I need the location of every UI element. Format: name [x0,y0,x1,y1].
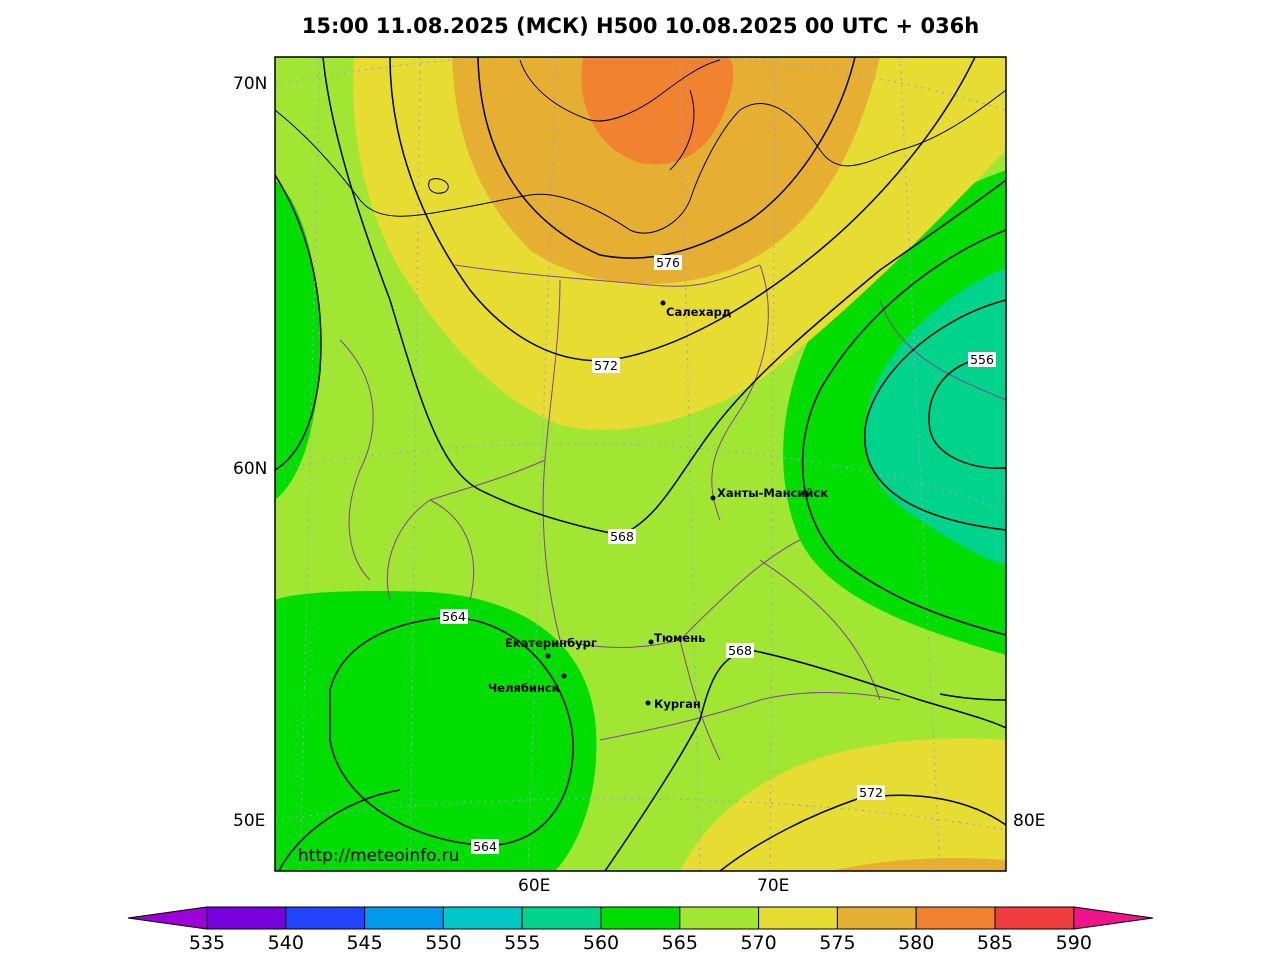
colorbar-tick-label: 540 [268,932,304,954]
colorbar: 535 540 545 550 555 560 565 570 575 580 585 590 [127,906,1154,954]
city-markers: Салехард Ханты-Мансийск Екатеринбург Тюм… [488,300,828,711]
contour-560-east [801,229,1006,636]
colorbar-tick-label: 580 [898,932,934,954]
city-dot-chelyabinsk [561,673,567,679]
svg-text:556: 556 [970,352,994,367]
contour-564-west [275,174,322,471]
city-label-khanty-mansiysk: Ханты-Мансийск [717,486,828,500]
field-580-se [830,858,1006,871]
svg-text:572: 572 [859,785,883,800]
colorbar-tick-label: 570 [740,932,776,954]
contour-label-572: 572 [592,358,620,373]
height-field: 576 572 568 564 568 572 564 556 Салехард… [275,57,1006,871]
city-dot-kurgan [645,700,651,706]
svg-text:568: 568 [610,529,634,544]
city-label-kurgan: Курган [654,697,701,711]
lat-label-60n: 60N [233,459,268,479]
lon-label-60e: 60E [518,876,551,896]
coastline [275,59,1006,234]
field-565-west [275,180,320,500]
city-label-salekhard: Салехард [666,305,731,319]
colorbar-bin [679,906,760,930]
colorbar-bin [600,906,681,930]
colorbar-tick-label: 550 [425,932,461,954]
field-565-sw [275,590,597,871]
colorbar-bin [206,906,287,930]
city-label-chelyabinsk: Челябинск [488,681,560,695]
colorbar-tick-label: 535 [189,932,225,954]
map-frame [274,56,1007,872]
contour-label-564: 564 [440,609,468,624]
colorbar-tick-label: 545 [346,932,382,954]
contour-label-576: 576 [654,255,682,270]
colorbar-bin [836,906,917,930]
colorbar-arrow-high [1073,906,1154,930]
city-dot-yekaterinburg [545,653,551,659]
contour-568-east [939,693,1006,701]
contour-label-556: 556 [968,352,996,367]
region-borders [339,264,1006,761]
svg-text:576: 576 [656,255,680,270]
colorbar-bin [285,906,366,930]
svg-text:564: 564 [442,609,466,624]
colorbar-tick-label: 555 [504,932,540,954]
city-dot-salekhard [660,300,666,306]
colorbar-bin [994,906,1075,930]
svg-text:564: 564 [473,839,497,854]
map-title: 15:00 11.08.2025 (МСК) H500 10.08.2025 0… [301,14,980,38]
lat-label-70n: 70N [233,74,268,94]
city-label-tyumen: Тюмень [654,631,705,645]
colorbar-bin [915,906,996,930]
field-580-north [452,57,880,284]
contour-556-east [864,299,1006,531]
city-dot-khanty-mansiysk [710,495,716,501]
contour-568-south [278,789,401,871]
colorbar-tick-label: 590 [1056,932,1092,954]
colorbar-arrow-low [127,906,208,930]
contour-label-568b: 568 [726,643,754,658]
svg-text:568: 568 [728,643,752,658]
field-585-north [581,57,734,165]
field-560-east [864,268,1006,565]
colorbar-tick-label: 565 [662,932,698,954]
contour-label-572b: 572 [857,785,885,800]
lon-label-70e: 70E [757,876,790,896]
svg-text:572: 572 [594,358,618,373]
colorbar-tick-label: 560 [583,932,619,954]
lon-label-80e: 80E [1013,811,1046,831]
contour-552-east [928,359,1006,469]
colorbar-bin [364,906,444,930]
graticule [275,57,1006,871]
colorbar-bin [442,906,523,930]
lat-label-50: 50E [233,811,266,831]
city-dot-tyumen [648,639,654,645]
contour-label-564b: 564 [471,839,499,854]
colorbar-tick-label: 575 [819,932,855,954]
watermark: http://meteoinfo.ru [298,846,459,866]
contour-576 [477,57,856,259]
city-label-yekaterinburg: Екатеринбург [505,636,597,650]
colorbar-tick-label: 585 [977,932,1013,954]
contour-564-sw [329,616,574,846]
contour-label-group: 576 572 568 564 568 572 564 556 [440,255,996,854]
colorbar-bin [521,906,602,930]
colorbar-bin [758,906,838,930]
contour-label-568: 568 [608,529,636,544]
